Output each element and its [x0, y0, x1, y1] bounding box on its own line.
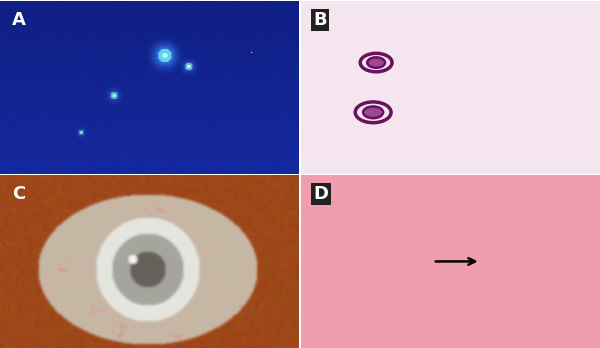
Circle shape — [365, 108, 382, 117]
Circle shape — [355, 102, 391, 123]
Circle shape — [360, 53, 392, 72]
Text: A: A — [12, 11, 26, 29]
Circle shape — [368, 58, 383, 67]
Text: B: B — [313, 11, 327, 29]
Text: C: C — [12, 185, 25, 203]
Text: D: D — [313, 185, 328, 203]
